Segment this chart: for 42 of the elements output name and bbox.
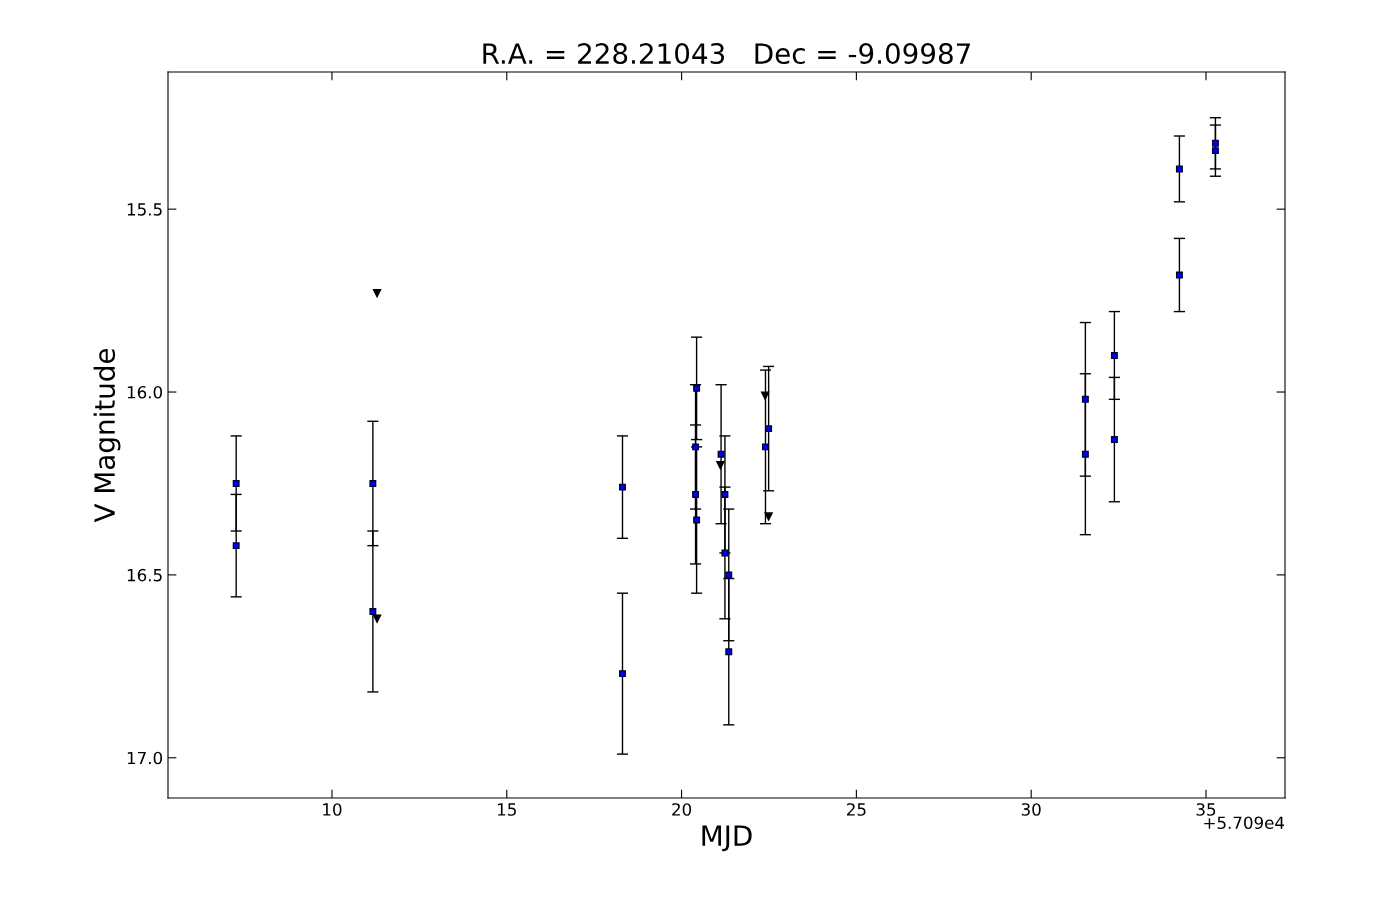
point bbox=[721, 490, 729, 498]
text: +5.709e4 bbox=[1204, 816, 1285, 830]
x-tick-label: 10 bbox=[323, 803, 342, 816]
point bbox=[692, 490, 700, 498]
x-axis-title: MJD bbox=[702, 825, 752, 852]
x-tick-label: 15 bbox=[498, 803, 516, 816]
point bbox=[1081, 395, 1089, 403]
point bbox=[693, 516, 701, 524]
point bbox=[1175, 271, 1183, 279]
point bbox=[764, 512, 773, 521]
point bbox=[232, 542, 240, 550]
point bbox=[693, 384, 701, 392]
x-tick-label: 25 bbox=[847, 803, 866, 816]
point bbox=[1211, 139, 1219, 147]
point bbox=[619, 483, 626, 491]
x-tick-label: 30 bbox=[1021, 803, 1041, 816]
y-tick-label: 17.0 bbox=[127, 751, 163, 765]
point bbox=[1211, 147, 1219, 155]
point bbox=[1110, 351, 1118, 359]
point bbox=[619, 670, 626, 678]
point bbox=[765, 425, 773, 433]
point bbox=[372, 614, 382, 623]
y-tick-label: 15.5 bbox=[127, 203, 162, 216]
point bbox=[725, 648, 733, 656]
point bbox=[372, 289, 382, 298]
point bbox=[369, 607, 377, 615]
y-tick-label: 16.0 bbox=[127, 385, 163, 399]
point bbox=[232, 479, 240, 487]
point bbox=[716, 461, 725, 470]
point bbox=[1081, 450, 1089, 458]
point bbox=[725, 571, 733, 579]
point bbox=[760, 391, 770, 400]
point bbox=[1175, 165, 1183, 173]
x-tick-label: 35 bbox=[1196, 803, 1216, 816]
x-tick-label: 20 bbox=[672, 803, 692, 816]
point bbox=[369, 479, 377, 487]
y-axis-title: V Magnitude bbox=[93, 348, 121, 523]
chart-title: R.A. = 228.21043 Dec = -9.09987 bbox=[483, 43, 970, 65]
point bbox=[717, 450, 725, 458]
point bbox=[762, 443, 769, 451]
y-tick-label: 16.5 bbox=[127, 568, 162, 582]
point bbox=[1110, 436, 1118, 444]
